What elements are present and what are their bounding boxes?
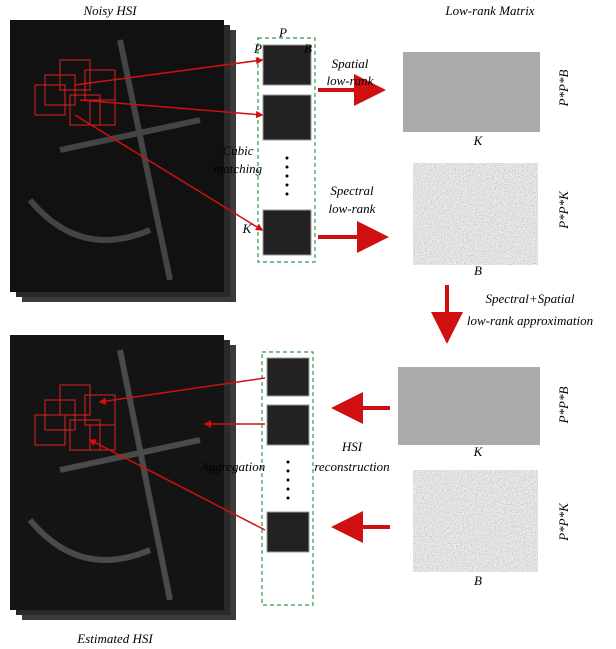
matrix-label: P*P*B (556, 387, 571, 425)
patches (263, 45, 311, 552)
matrix-label: K (473, 133, 484, 148)
step-label: HSI (341, 439, 363, 454)
step-label: low-rank approximation (467, 313, 593, 328)
matrix-label: P*P*K (556, 190, 571, 230)
matrix-label: B (474, 263, 482, 278)
patch-label: P (278, 25, 287, 40)
patch-label: B (304, 41, 312, 56)
diagram: Noisy HSI Low-rank Matrix Estimated HSI … (0, 0, 616, 649)
matrix-label: B (474, 573, 482, 588)
matrix-label: P*P*K (556, 502, 571, 542)
matrix (398, 367, 540, 445)
dots (286, 157, 290, 500)
step-label: low-rank (329, 201, 376, 216)
step-label: matching (214, 161, 263, 176)
title: Estimated HSI (76, 631, 153, 646)
hsi-stack (10, 335, 236, 620)
step-label: Spectral (330, 183, 374, 198)
matrix-label: P*P*B (556, 70, 571, 108)
hsi-stack (10, 20, 236, 302)
matrix (413, 470, 538, 572)
title: Low-rank Matrix (444, 3, 534, 18)
step-label: Aggregation (200, 459, 266, 474)
patch-label: P (253, 41, 262, 56)
matrix (413, 163, 538, 265)
step-label: Spectral+Spatial (486, 291, 575, 306)
title: Noisy HSI (82, 3, 137, 18)
matrix-label: K (473, 444, 484, 459)
step-label: low-rank (327, 73, 374, 88)
matrix (403, 52, 540, 132)
step-label: Spatial (332, 56, 369, 71)
step-label: reconstruction (314, 459, 389, 474)
step-label: Cubic (222, 143, 253, 158)
